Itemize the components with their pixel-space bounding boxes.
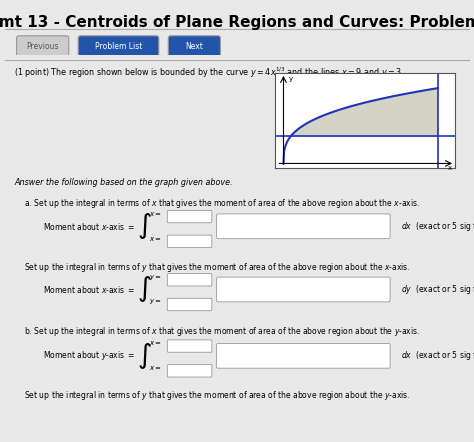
Text: $x=$: $x=$	[149, 339, 162, 347]
Text: $\int$: $\int$	[137, 211, 152, 241]
FancyBboxPatch shape	[167, 235, 212, 248]
Text: $dx$  (exact or 5 sig figs): $dx$ (exact or 5 sig figs)	[401, 220, 474, 233]
FancyBboxPatch shape	[17, 36, 69, 57]
Text: $y=$: $y=$	[149, 297, 162, 306]
Text: a. Set up the integral in terms of $x$ that gives the moment of area of the abov: a. Set up the integral in terms of $x$ t…	[24, 197, 419, 210]
Text: b. Set up the integral in terms of $x$ that gives the moment of area of the abov: b. Set up the integral in terms of $x$ t…	[24, 325, 420, 338]
Text: y: y	[289, 76, 293, 82]
FancyBboxPatch shape	[217, 343, 390, 368]
Text: x: x	[447, 165, 452, 171]
FancyBboxPatch shape	[167, 210, 212, 223]
Text: $dy$  (exact or 5 sig figs): $dy$ (exact or 5 sig figs)	[401, 283, 474, 296]
Polygon shape	[291, 88, 438, 136]
FancyBboxPatch shape	[168, 36, 220, 57]
FancyBboxPatch shape	[78, 36, 159, 57]
FancyBboxPatch shape	[167, 340, 212, 352]
Text: Set up the integral in terms of $y$ that gives the moment of area of the above r: Set up the integral in terms of $y$ that…	[24, 389, 410, 402]
Text: $y=$: $y=$	[149, 273, 162, 282]
FancyBboxPatch shape	[217, 214, 390, 239]
Text: Set up the integral in terms of $y$ that gives the moment of area of the above r: Set up the integral in terms of $y$ that…	[24, 261, 410, 274]
Text: $dx$  (exact or 5 sig figs): $dx$ (exact or 5 sig figs)	[401, 349, 474, 362]
Bar	[5, 55, 469, 438]
Text: Moment about $y$-axis $=$: Moment about $y$-axis $=$	[43, 349, 135, 362]
Text: $x=$: $x=$	[149, 210, 162, 218]
Text: Problem List: Problem List	[95, 42, 142, 51]
Text: $x=$: $x=$	[149, 235, 162, 243]
FancyBboxPatch shape	[167, 298, 212, 311]
Text: (1 point) The region shown below is bounded by the curve $y = 4x^{1/3}$ and the : (1 point) The region shown below is boun…	[14, 65, 402, 80]
FancyBboxPatch shape	[167, 274, 212, 286]
Text: Moment about $x$-axis $=$: Moment about $x$-axis $=$	[43, 284, 135, 295]
Text: Next: Next	[185, 42, 203, 51]
Text: Previous: Previous	[27, 42, 59, 51]
Text: $\int$: $\int$	[137, 341, 152, 371]
Text: $x=$: $x=$	[149, 364, 162, 372]
Text: Answer the following based on the graph given above.: Answer the following based on the graph …	[14, 178, 233, 187]
FancyBboxPatch shape	[217, 277, 390, 302]
Text: Moment about $x$-axis $=$: Moment about $x$-axis $=$	[43, 221, 135, 232]
Text: $\int$: $\int$	[137, 274, 152, 305]
FancyBboxPatch shape	[167, 365, 212, 377]
Text: Asmt 13 - Centroids of Plane Regions and Curves: Problem 1: Asmt 13 - Centroids of Plane Regions and…	[0, 15, 474, 30]
